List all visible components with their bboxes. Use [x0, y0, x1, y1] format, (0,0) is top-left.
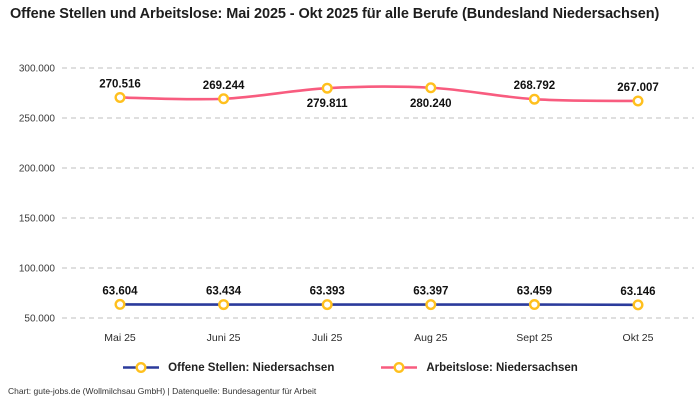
legend-label: Arbeitslose: Niedersachsen — [426, 361, 578, 374]
y-axis-tick-label: 50.000 — [24, 314, 55, 325]
data-point-label: 279.811 — [307, 98, 349, 110]
data-point-label: 63.434 — [206, 286, 242, 298]
legend-item-offene-stellen[interactable]: Offene Stellen: Niedersachsen — [122, 361, 334, 374]
data-point-marker-arbeitslose[interactable] — [114, 91, 126, 103]
legend-line-marker-icon — [123, 361, 160, 374]
legend-line-marker-icon — [381, 361, 418, 374]
x-axis-tick-label: Mai 25 — [104, 332, 136, 344]
y-axis-tick-label: 100.000 — [19, 264, 56, 275]
data-point-marker-offene-stellen[interactable] — [632, 299, 644, 311]
data-point-marker-arbeitslose[interactable] — [528, 93, 540, 105]
data-point-label: 63.604 — [102, 285, 138, 297]
data-point-label: 269.244 — [203, 80, 245, 92]
x-axis-tick-label: Sept 25 — [516, 332, 552, 344]
legend-label: Offene Stellen: Niedersachsen — [168, 361, 335, 374]
data-point-label: 280.240 — [410, 98, 452, 110]
data-point-marker-arbeitslose[interactable] — [632, 95, 644, 107]
x-axis-tick-label: Juli 25 — [312, 332, 343, 344]
data-point-marker-arbeitslose[interactable] — [321, 82, 333, 94]
data-point-label: 63.393 — [310, 286, 345, 298]
data-point-label: 63.397 — [413, 286, 448, 298]
chart-legend: Offene Stellen: Niedersachsen Arbeitslose… — [0, 361, 700, 374]
data-point-label: 268.792 — [514, 80, 556, 92]
chart-attribution: Chart: gute-jobs.de (Wollmilchsau GmbH) … — [8, 386, 317, 396]
legend-item-arbeitslose[interactable]: Arbeitslose: Niedersachsen — [380, 361, 578, 374]
series-line-arbeitslose — [118, 85, 640, 103]
data-point-marker-offene-stellen[interactable] — [528, 299, 540, 311]
y-axis-tick-label: 250.000 — [19, 114, 56, 125]
data-point-label: 63.146 — [620, 286, 655, 298]
data-point-marker-offene-stellen[interactable] — [321, 299, 333, 311]
data-point-label: 63.459 — [517, 286, 552, 298]
y-axis-tick-label: 200.000 — [19, 164, 56, 175]
x-axis-tick-label: Aug 25 — [414, 332, 447, 344]
x-axis-tick-label: Juni 25 — [207, 332, 241, 344]
data-point-marker-offene-stellen[interactable] — [114, 298, 126, 310]
y-axis-tick-label: 150.000 — [19, 214, 56, 225]
data-point-label: 270.516 — [99, 78, 141, 90]
data-point-marker-arbeitslose[interactable] — [218, 93, 230, 105]
x-axis-tick-label: Okt 25 — [623, 332, 654, 344]
data-point-label: 267.007 — [617, 82, 659, 94]
data-point-marker-arbeitslose[interactable] — [425, 82, 437, 94]
y-axis-tick-label: 300.000 — [19, 64, 56, 75]
data-point-marker-offene-stellen[interactable] — [218, 299, 230, 311]
data-point-marker-offene-stellen[interactable] — [425, 299, 437, 311]
chart-title: Offene Stellen und Arbeitslose: Mai 2025… — [10, 6, 660, 22]
